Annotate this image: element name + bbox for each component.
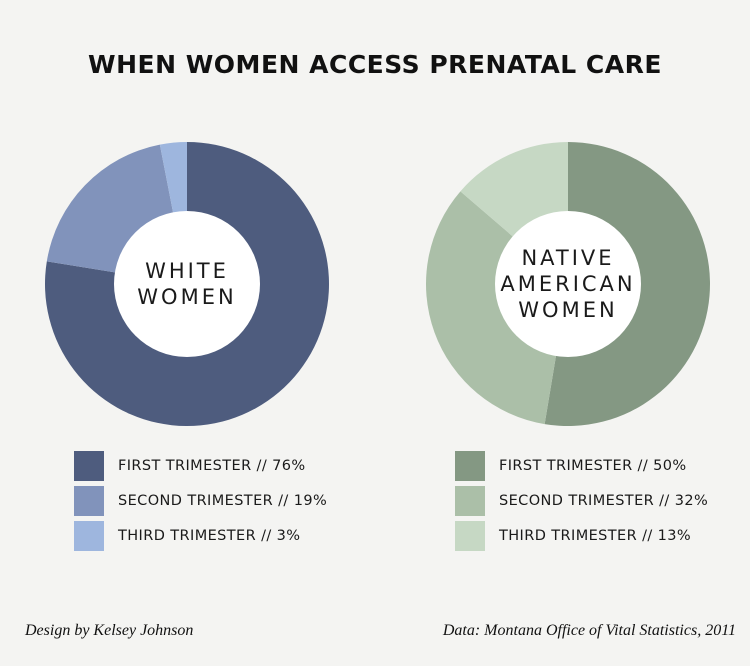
center-label-line: WOMEN	[518, 298, 617, 322]
legend-swatch	[74, 451, 104, 481]
legend-label: FIRST TRIMESTER // 76%	[118, 458, 306, 474]
legend-item: SECOND TRIMESTER // 19%	[74, 486, 327, 516]
legend-swatch	[455, 451, 485, 481]
legend-swatch	[455, 486, 485, 516]
center-label-line: WHITE	[145, 259, 229, 283]
legend-swatch	[455, 521, 485, 551]
legend-item: SECOND TRIMESTER // 32%	[455, 486, 708, 516]
legend-item: FIRST TRIMESTER // 50%	[455, 451, 687, 481]
center-label-line: WOMEN	[137, 285, 236, 309]
legend-item: FIRST TRIMESTER // 76%	[74, 451, 306, 481]
center-label-line: AMERICAN	[500, 272, 635, 296]
slice-second-trimester	[426, 191, 568, 425]
donut-hole	[114, 211, 260, 357]
legend-item: THIRD TRIMESTER // 3%	[74, 521, 300, 551]
legend-label: THIRD TRIMESTER // 13%	[499, 528, 692, 544]
legend-swatch	[74, 486, 104, 516]
legend-swatch	[74, 521, 104, 551]
legend-item: THIRD TRIMESTER // 13%	[455, 521, 691, 551]
data-source: Data: Montana Office of Vital Statistics…	[442, 622, 736, 639]
legend-label: THIRD TRIMESTER // 3%	[118, 528, 301, 544]
design-credit: Design by Kelsey Johnson	[25, 622, 194, 639]
legend-label: FIRST TRIMESTER // 50%	[499, 458, 687, 474]
chart-title: WHEN WOMEN ACCESS PRENATAL CARE	[88, 50, 662, 79]
center-label-line: NATIVE	[521, 246, 614, 270]
legend-label: SECOND TRIMESTER // 19%	[118, 493, 328, 509]
legend-label: SECOND TRIMESTER // 32%	[499, 493, 709, 509]
donut-hole	[495, 211, 641, 357]
